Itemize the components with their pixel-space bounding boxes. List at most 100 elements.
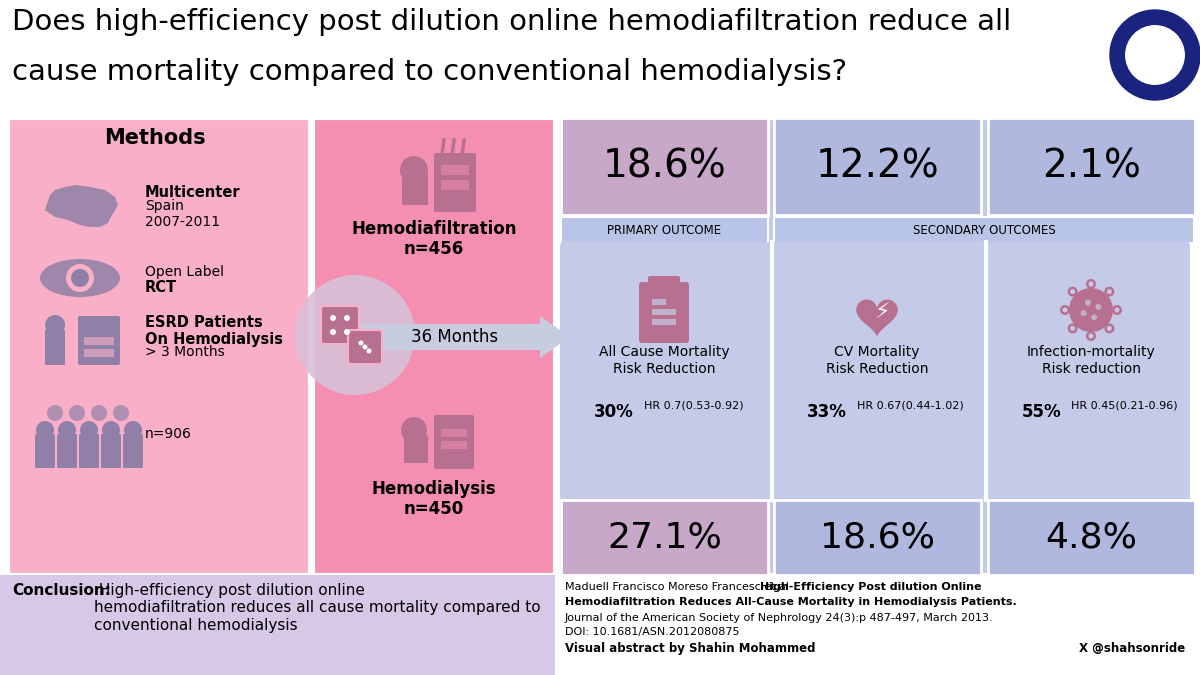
- FancyBboxPatch shape: [58, 434, 77, 468]
- Circle shape: [330, 315, 336, 321]
- Circle shape: [46, 315, 65, 335]
- Circle shape: [70, 405, 85, 421]
- Text: DOI: 10.1681/ASN.2012080875: DOI: 10.1681/ASN.2012080875: [565, 627, 739, 637]
- Circle shape: [1104, 287, 1115, 296]
- Text: Journal of the American Society of Nephrology 24(3):p 487-497, March 2013.: Journal of the American Society of Nephr…: [565, 613, 994, 623]
- Text: Visual abstract by Shahin Mohammed: Visual abstract by Shahin Mohammed: [565, 642, 816, 655]
- FancyBboxPatch shape: [442, 441, 467, 449]
- FancyBboxPatch shape: [652, 309, 676, 315]
- Text: HR 0.45(0.21-0.96): HR 0.45(0.21-0.96): [1072, 400, 1177, 410]
- Text: 55%: 55%: [1021, 403, 1061, 421]
- Text: ⚡: ⚡: [874, 303, 890, 323]
- FancyBboxPatch shape: [442, 429, 467, 437]
- Text: EDUCATION: EDUCATION: [1135, 57, 1175, 62]
- Circle shape: [366, 348, 372, 354]
- Circle shape: [36, 421, 54, 439]
- Text: X @shahsonride: X @shahsonride: [1079, 642, 1186, 655]
- Circle shape: [359, 340, 364, 346]
- Text: ESRD Patients
On Hemodialysis: ESRD Patients On Hemodialysis: [145, 315, 283, 348]
- FancyBboxPatch shape: [640, 282, 689, 343]
- FancyBboxPatch shape: [355, 324, 540, 350]
- FancyBboxPatch shape: [648, 276, 680, 292]
- Circle shape: [124, 421, 142, 439]
- Circle shape: [401, 417, 427, 443]
- Circle shape: [1115, 308, 1120, 313]
- Circle shape: [47, 405, 64, 421]
- Circle shape: [344, 329, 350, 335]
- Circle shape: [91, 405, 107, 421]
- Circle shape: [1070, 326, 1075, 331]
- Text: Conclusion:: Conclusion:: [12, 583, 112, 598]
- FancyBboxPatch shape: [46, 330, 65, 365]
- FancyBboxPatch shape: [652, 299, 666, 305]
- FancyBboxPatch shape: [84, 337, 114, 345]
- Circle shape: [66, 264, 94, 292]
- FancyBboxPatch shape: [774, 500, 982, 575]
- Ellipse shape: [40, 259, 120, 297]
- Polygon shape: [857, 300, 898, 337]
- Circle shape: [1104, 323, 1115, 333]
- Text: > 3 Months: > 3 Months: [145, 345, 224, 359]
- FancyBboxPatch shape: [554, 575, 1200, 675]
- Circle shape: [1068, 287, 1078, 296]
- Text: PRIMARY OUTCOME: PRIMARY OUTCOME: [607, 223, 721, 236]
- Circle shape: [1091, 315, 1097, 321]
- FancyBboxPatch shape: [562, 242, 1189, 500]
- Circle shape: [1106, 289, 1112, 294]
- FancyBboxPatch shape: [404, 435, 428, 463]
- FancyBboxPatch shape: [101, 434, 121, 468]
- Text: 4.8%: 4.8%: [1045, 520, 1138, 554]
- Text: Spain
2007-2011: Spain 2007-2011: [145, 199, 220, 230]
- Text: Does high-efficiency post dilution online hemodiafiltration reduce all: Does high-efficiency post dilution onlin…: [12, 8, 1012, 36]
- Text: 18.6%: 18.6%: [602, 148, 726, 186]
- FancyBboxPatch shape: [562, 217, 768, 243]
- Text: All Cause Mortality
Risk Reduction: All Cause Mortality Risk Reduction: [599, 345, 730, 376]
- FancyBboxPatch shape: [442, 180, 469, 190]
- FancyBboxPatch shape: [0, 575, 554, 675]
- Circle shape: [330, 329, 336, 335]
- FancyBboxPatch shape: [774, 118, 982, 215]
- Polygon shape: [46, 185, 118, 227]
- Circle shape: [113, 405, 130, 421]
- Circle shape: [1062, 308, 1068, 313]
- FancyBboxPatch shape: [348, 330, 382, 364]
- FancyBboxPatch shape: [652, 319, 676, 325]
- Circle shape: [1086, 279, 1096, 289]
- Circle shape: [1088, 333, 1093, 338]
- Circle shape: [1068, 323, 1078, 333]
- Circle shape: [1060, 305, 1070, 315]
- Text: n=456: n=456: [404, 240, 464, 258]
- FancyBboxPatch shape: [558, 118, 1192, 575]
- Text: 33%: 33%: [808, 403, 847, 421]
- Text: SECONDARY OUTCOMES: SECONDARY OUTCOMES: [913, 223, 1055, 236]
- Text: CV Mortality
Risk Reduction: CV Mortality Risk Reduction: [826, 345, 929, 376]
- Circle shape: [1069, 288, 1114, 332]
- Text: High-Efficiency Post dilution Online: High-Efficiency Post dilution Online: [760, 582, 982, 592]
- FancyBboxPatch shape: [774, 217, 1194, 243]
- Text: Maduell Francisco Moreso Francesc et al: Maduell Francisco Moreso Francesc et al: [565, 582, 792, 592]
- Text: Open Label: Open Label: [145, 265, 224, 279]
- FancyBboxPatch shape: [78, 316, 120, 365]
- FancyBboxPatch shape: [988, 118, 1195, 215]
- Circle shape: [1086, 331, 1096, 341]
- Text: Hemodiafiltration: Hemodiafiltration: [352, 220, 517, 238]
- Circle shape: [344, 315, 350, 321]
- Text: 27.1%: 27.1%: [607, 520, 722, 554]
- FancyBboxPatch shape: [442, 165, 469, 175]
- Polygon shape: [540, 316, 570, 358]
- Circle shape: [1110, 10, 1200, 100]
- FancyBboxPatch shape: [8, 118, 310, 575]
- Text: Multicenter: Multicenter: [145, 185, 241, 200]
- FancyBboxPatch shape: [434, 153, 476, 212]
- FancyBboxPatch shape: [562, 500, 768, 575]
- Circle shape: [295, 275, 415, 395]
- Circle shape: [1085, 300, 1091, 306]
- FancyBboxPatch shape: [402, 175, 428, 205]
- Circle shape: [400, 156, 428, 184]
- FancyBboxPatch shape: [562, 118, 768, 215]
- FancyBboxPatch shape: [124, 434, 143, 468]
- FancyBboxPatch shape: [988, 500, 1195, 575]
- Circle shape: [1126, 26, 1184, 84]
- Circle shape: [1112, 305, 1122, 315]
- FancyBboxPatch shape: [35, 434, 55, 468]
